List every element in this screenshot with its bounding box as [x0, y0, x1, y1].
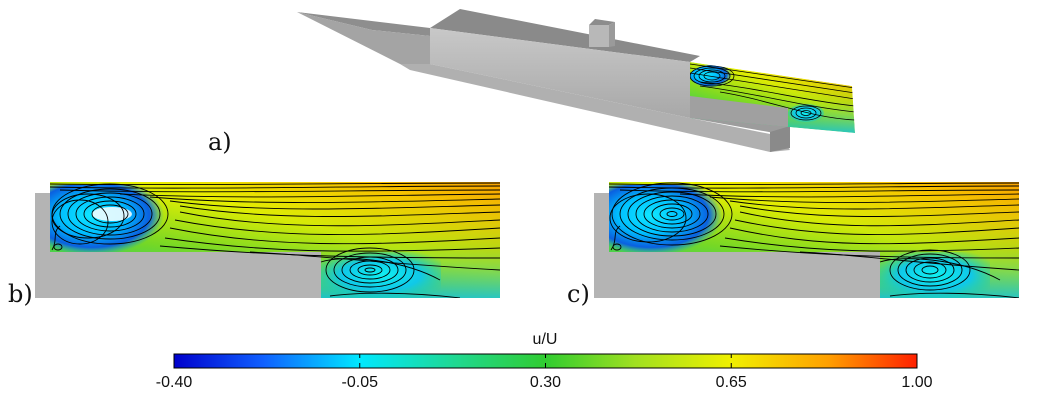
- panel-b-solid-lower: [35, 252, 321, 298]
- colorbar-tick-label: -0.40: [156, 374, 193, 391]
- colorbar-tick-label: -0.05: [342, 374, 379, 391]
- ship-hull: [400, 64, 790, 152]
- panel-b-streamlines: [50, 182, 500, 298]
- panel-c-flow-field: [594, 182, 1019, 298]
- colorbar-tick-label: 0.30: [530, 374, 561, 391]
- ship-bow-side: [297, 12, 430, 64]
- ship-superstructure-top: [430, 9, 700, 62]
- panel-a-ship-model: [297, 9, 855, 152]
- panel-b-label: b): [8, 280, 33, 308]
- panel-c-label: c): [567, 280, 590, 308]
- colorbar-title: u/U: [533, 331, 558, 348]
- colorbar-tick-label: 0.65: [716, 374, 747, 391]
- panel-a-label: a): [208, 128, 232, 156]
- ship-mast-front: [589, 25, 609, 47]
- colorbar: u/U -0.40 -0.05 0.30 0.65 1.00: [156, 331, 933, 391]
- ship-superstructure-front: [430, 28, 690, 118]
- colorbar-tick-label: 1.00: [901, 374, 932, 391]
- colorbar-ticks: -0.40 -0.05 0.30 0.65 1.00: [156, 354, 933, 391]
- panel-c-solid-lower: [594, 252, 880, 298]
- panel-a-flow-slice: [690, 62, 855, 133]
- panel-c-streamlines: [609, 182, 1019, 298]
- panel-b-flow-field: [35, 182, 500, 298]
- ship-mast-side: [609, 22, 615, 47]
- ship-bow-deck: [297, 12, 430, 36]
- ship-mast-top: [589, 19, 615, 25]
- ship-stern-block-side: [770, 126, 790, 152]
